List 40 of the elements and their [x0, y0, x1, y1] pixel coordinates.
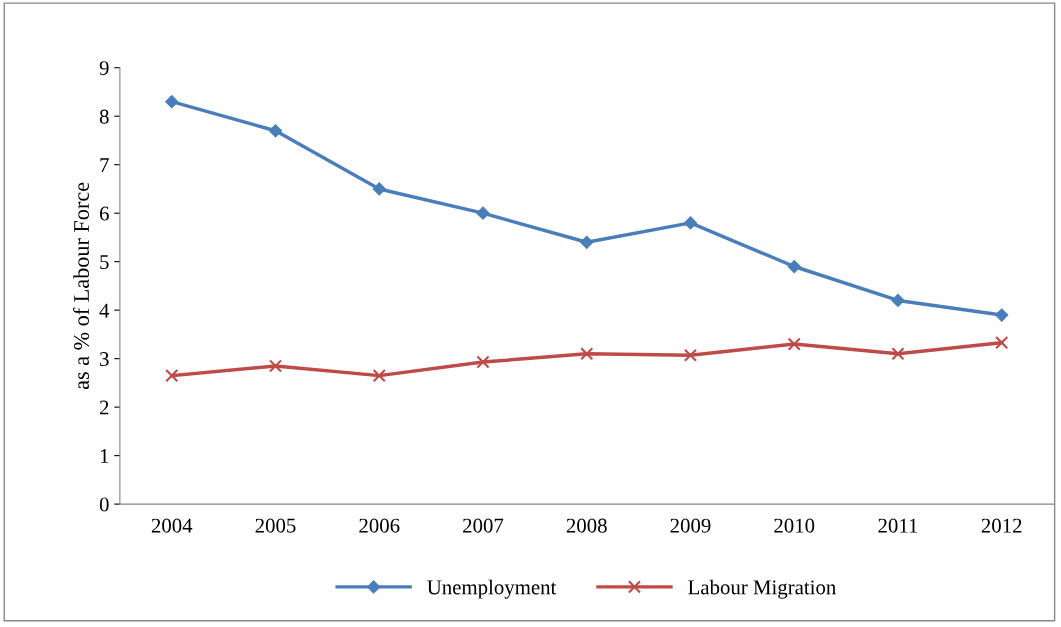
y-axis-title: as a % of Labour Force — [73, 182, 90, 390]
point — [580, 235, 594, 249]
point — [995, 308, 1009, 322]
y-tick-label: 3 — [100, 352, 109, 367]
y-tick-label: 5 — [100, 255, 109, 270]
point — [580, 347, 594, 361]
x-tick-label: 2004 — [151, 518, 193, 533]
point — [268, 359, 283, 373]
y-tick-label: 4 — [99, 303, 110, 318]
y-tick-label: 2 — [99, 400, 109, 415]
legend-label: Labour Migration — [688, 579, 836, 599]
x-tick-label: 2007 — [463, 518, 504, 533]
point — [891, 293, 905, 308]
point — [891, 347, 905, 361]
point — [372, 182, 386, 196]
point — [787, 337, 801, 351]
point — [683, 216, 698, 230]
y-tick-label: 9 — [99, 61, 109, 76]
legend-label: Unemployment — [427, 579, 557, 599]
x-tick-label: 2008 — [566, 518, 607, 533]
point — [995, 336, 1009, 350]
x-tick-label: 2012 — [981, 518, 1022, 533]
x-tick-label: 2005 — [255, 518, 296, 533]
point — [165, 95, 179, 109]
point — [268, 124, 283, 138]
point — [372, 369, 386, 383]
y-tick-label: 6 — [99, 206, 109, 221]
y-tick-label: 1 — [100, 449, 109, 463]
point — [683, 348, 698, 362]
y-tick-label: 7 — [100, 158, 109, 172]
x-tick-label: 2010 — [774, 518, 815, 533]
x-tick-label: 2006 — [359, 518, 400, 533]
x-tick-label: 2009 — [670, 518, 711, 533]
point — [476, 206, 490, 220]
y-tick-label: 8 — [99, 109, 109, 124]
point — [787, 259, 801, 274]
y-tick-label: 0 — [99, 497, 109, 512]
point — [476, 355, 490, 369]
point — [165, 369, 179, 383]
x-tick-label: 2011 — [878, 518, 918, 533]
